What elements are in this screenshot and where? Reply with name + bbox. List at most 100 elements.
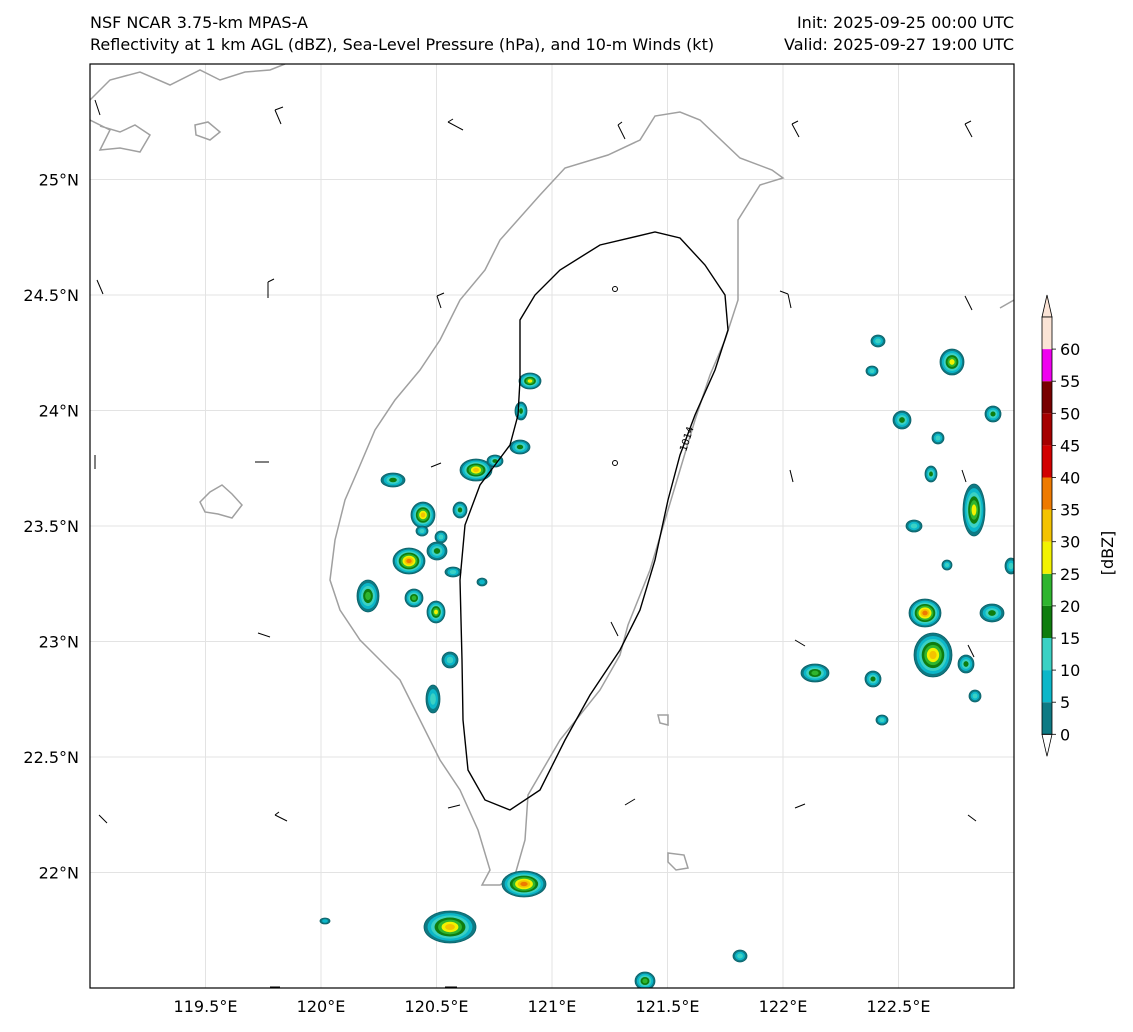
colorbar-label: [dBZ] (1098, 531, 1117, 576)
reflectivity-contour (434, 609, 438, 615)
reflectivity-cell (380, 472, 406, 488)
reflectivity-cell (452, 501, 468, 519)
reflectivity-cell (444, 566, 462, 578)
penghu-coastline (199, 484, 243, 519)
colorbar-tick-label: 35 (1060, 501, 1080, 520)
reflectivity-contour (963, 661, 969, 667)
reflectivity-contour (365, 591, 371, 601)
lat-tick-label: 25°N (39, 171, 79, 190)
colorbar-swatch (1042, 573, 1052, 606)
fujian-islet (194, 121, 222, 141)
colorbar-swatch (1042, 349, 1052, 382)
colorbar: 0 5 10 15 20 25 30 35 40 45 50 55 60 (1041, 294, 1080, 757)
reflectivity-contour (457, 507, 463, 513)
reflectivity-contour (737, 953, 743, 959)
reflectivity-contour (910, 523, 918, 529)
reflectivity-cell (459, 458, 493, 482)
pressure-center-south (612, 460, 618, 466)
lat-tick-label: 24.5°N (23, 286, 79, 305)
taiwan-coastline (329, 111, 785, 886)
lon-tick-label: 121.5°E (636, 997, 700, 1016)
valid-time: Valid: 2025-09-27 19:00 UTC (783, 35, 1014, 54)
reflectivity-cell (634, 971, 656, 988)
reflectivity-contour (389, 477, 397, 483)
reflectivity-contour (445, 923, 455, 931)
reflectivity-contour (420, 512, 426, 518)
reflectivity-cell (732, 949, 748, 963)
reflectivity-contour (492, 459, 498, 463)
pressure-center-north (612, 286, 618, 292)
wind-barb (447, 804, 461, 809)
colorbar-swatch (1042, 509, 1052, 542)
reflectivity-cell (800, 663, 830, 683)
wind-barb (447, 118, 464, 131)
colorbar-tick-label: 5 (1060, 693, 1070, 712)
wind-barb (789, 469, 794, 483)
reflectivity-contour (949, 359, 955, 365)
gridlines (90, 64, 1014, 988)
reflectivity-cell (913, 632, 953, 678)
wind-barb (436, 292, 445, 309)
reflectivity-cell (501, 870, 547, 898)
reflectivity-cell (426, 600, 446, 624)
colorbar-tick-label: 20 (1060, 597, 1080, 616)
reflectivity-contour (322, 919, 328, 923)
reflectivity-cell (905, 519, 923, 533)
reflectivity-contour (449, 569, 457, 575)
lat-tick-label: 24°N (39, 402, 79, 421)
reflectivity-cell (319, 917, 331, 925)
map-title: NSF NCAR 3.75-km MPAS-A (90, 13, 308, 32)
wind-barb (430, 462, 442, 468)
colorbar-tick-label: 25 (1060, 565, 1080, 584)
wind-barb (274, 811, 288, 822)
reflectivity-cell (908, 598, 942, 628)
wind-barb (267, 278, 275, 298)
reflectivity-cell (870, 334, 886, 348)
reflectivity-contour (430, 693, 436, 705)
colorbar-tick-label: 30 (1060, 533, 1080, 552)
wind-barbs (94, 99, 977, 988)
reflectivity-cell (939, 348, 965, 376)
init-time: Init: 2025-09-25 00:00 UTC (796, 13, 1014, 32)
reflectivity-contour (972, 693, 978, 699)
reflectivity-contour (990, 411, 996, 417)
colorbar-tick-label: 60 (1060, 340, 1080, 359)
colorbar-swatch (1042, 638, 1052, 671)
wind-barb (794, 803, 806, 809)
colorbar-tick-label: 45 (1060, 436, 1080, 455)
reflectivity-cell (892, 410, 912, 430)
reflectivity-cell (425, 684, 441, 714)
colorbar-extend-min (1041, 733, 1053, 757)
reflectivity-contour (406, 558, 412, 564)
axis-ticks: 119.5°E 120°E 120.5°E 121°E 121.5°E 122°E 122.… (23, 171, 930, 1017)
reflectivity-cell (931, 431, 945, 445)
wind-barb (964, 295, 973, 311)
reflectivity-cell (509, 439, 531, 455)
reflectivity-contour (433, 548, 441, 554)
reflectivity-contour (935, 435, 941, 441)
coast-fragment-east (999, 299, 1014, 309)
reflectivity-contour (870, 676, 876, 682)
wind-barb (624, 798, 636, 806)
lon-tick-label: 119.5°E (174, 997, 238, 1016)
reflectivity-cell (984, 405, 1002, 423)
reflectivity-contour (875, 338, 881, 344)
colorbar-tick-label: 40 (1060, 469, 1080, 488)
reflectivity-cell (410, 501, 436, 529)
colorbar-swatch (1042, 317, 1052, 350)
reflectivity-cell (941, 559, 953, 571)
reflectivity-cell (518, 372, 542, 390)
wind-barb (617, 121, 626, 140)
lon-tick-label: 121°E (528, 997, 577, 1016)
coastlines (90, 64, 1014, 886)
reflectivity-contour (988, 610, 996, 616)
wind-barb (274, 106, 284, 125)
colorbar-tick-label: 55 (1060, 372, 1080, 391)
reflectivity-contour (479, 579, 485, 585)
map-frame (89, 63, 1015, 989)
colorbar-tick-label: 50 (1060, 404, 1080, 423)
colorbar-extend-max (1041, 294, 1053, 318)
orchid-island-coastline (667, 852, 689, 871)
colorbar-tick-label: 15 (1060, 629, 1080, 648)
